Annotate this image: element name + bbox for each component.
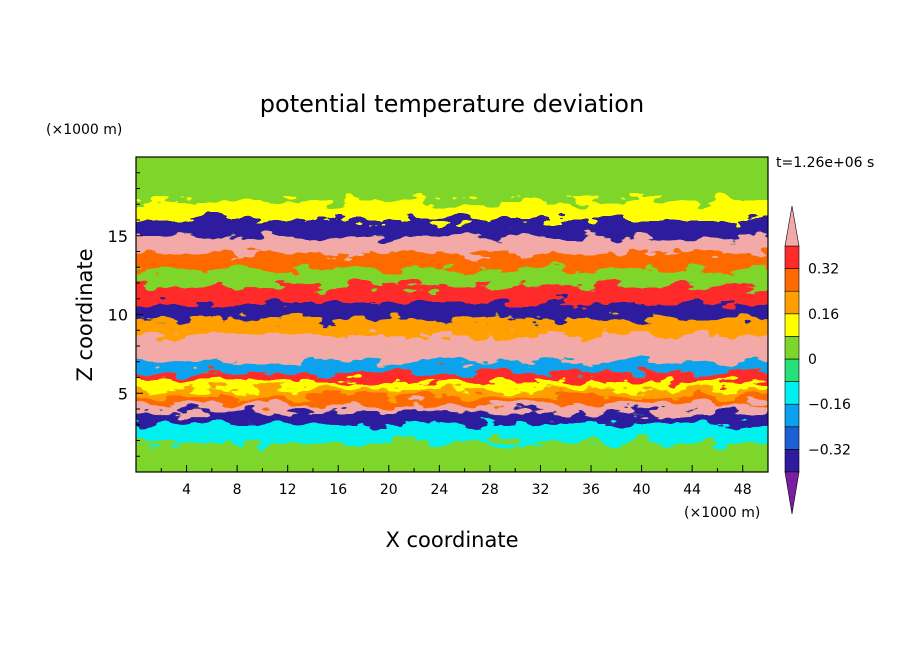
x-tick-label: 24 xyxy=(430,482,448,498)
x-tick-label: 4 xyxy=(182,482,191,498)
colorbar-label: −0.32 xyxy=(808,442,851,458)
field-band xyxy=(136,157,768,183)
y-unit-label: (×1000 m) xyxy=(46,122,122,138)
x-tick-label: 28 xyxy=(481,482,499,498)
x-tick-label: 8 xyxy=(233,482,242,498)
field-band xyxy=(136,286,768,304)
colorbar-max-cap xyxy=(784,205,800,247)
y-tick-label: 10 xyxy=(108,306,128,325)
plot-area xyxy=(136,157,768,472)
x-tick-label: 40 xyxy=(633,482,651,498)
field-band xyxy=(136,372,768,382)
field-band xyxy=(136,334,768,350)
chart-title: potential temperature deviation xyxy=(260,90,644,118)
field-band xyxy=(136,396,768,405)
colorbar-segment xyxy=(784,449,800,473)
field-band xyxy=(136,423,768,443)
field-band xyxy=(136,442,768,472)
colorbar-min-cap xyxy=(784,471,800,515)
colorbar: 0.32 0.16 0 −0.16 −0.32 xyxy=(784,205,851,515)
colorbar-segment xyxy=(784,403,800,428)
x-tick-label: 20 xyxy=(380,482,398,498)
colorbar-segment xyxy=(784,313,800,337)
colorbar-segment xyxy=(784,336,800,360)
field-band xyxy=(136,253,768,269)
colorbar-label: 0 xyxy=(808,352,817,368)
x-tick-label: 48 xyxy=(734,482,752,498)
field-band xyxy=(136,319,768,335)
x-tick-label: 12 xyxy=(279,482,297,498)
x-tick-label: 32 xyxy=(532,482,550,498)
colorbar-segment xyxy=(784,381,800,405)
field-band xyxy=(136,404,768,413)
x-tick-label: 44 xyxy=(683,482,701,498)
field-band xyxy=(136,182,768,202)
field-band xyxy=(136,361,768,373)
x-axis: 4 8 12 16 20 24 28 32 36 40 44 48 xyxy=(160,465,752,498)
colorbar-segment xyxy=(784,290,800,315)
y-axis-label: Z coordinate xyxy=(73,248,97,381)
y-tick-label: 5 xyxy=(118,384,128,403)
x-axis-label: X coordinate xyxy=(385,528,518,552)
field-band xyxy=(136,349,768,362)
field-band xyxy=(136,412,768,424)
y-tick-label: 15 xyxy=(108,227,128,246)
colorbar-segment xyxy=(784,358,800,382)
field-band xyxy=(136,381,768,390)
field-band xyxy=(136,303,768,320)
y-axis: 5 10 15 xyxy=(108,172,143,457)
colorbar-label: 0.16 xyxy=(808,307,839,323)
field-band xyxy=(136,220,768,238)
x-tick-label: 16 xyxy=(329,482,347,498)
colorbar-segment xyxy=(784,268,800,292)
field-band xyxy=(136,389,768,397)
field-band xyxy=(136,201,768,220)
colorbar-label: −0.16 xyxy=(808,397,851,413)
colorbar-segment xyxy=(784,426,800,450)
time-label: t=1.26e+06 s xyxy=(776,155,874,171)
x-tick-label: 36 xyxy=(582,482,600,498)
field-band xyxy=(136,237,768,254)
field-band xyxy=(136,268,768,287)
x-unit-label: (×1000 m) xyxy=(684,505,760,521)
colorbar-segment xyxy=(784,245,800,269)
colorbar-label: 0.32 xyxy=(808,262,839,278)
